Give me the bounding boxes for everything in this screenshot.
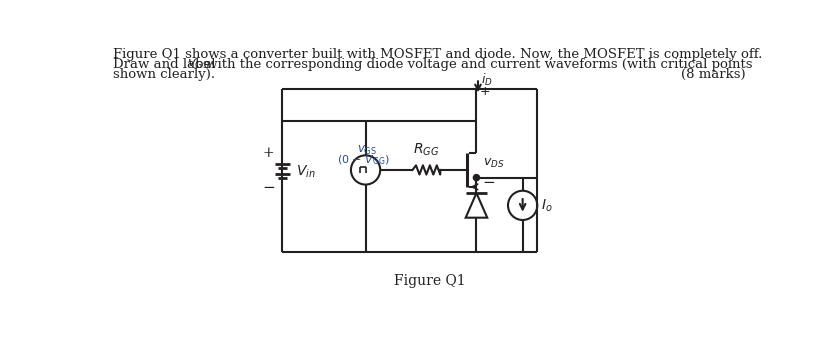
Text: Draw and label: Draw and label	[113, 58, 220, 71]
Text: $(0$ $-$ $V_{\mathrm{GG}})$: $(0$ $-$ $V_{\mathrm{GG}})$	[338, 153, 391, 167]
Text: $R_{GG}$: $R_{GG}$	[413, 141, 439, 158]
Text: (8 marks): (8 marks)	[681, 68, 746, 81]
Text: $\mathit{v}_{\mathrm{GS}}$: $\mathit{v}_{\mathrm{GS}}$	[187, 58, 210, 71]
Text: shown clearly).: shown clearly).	[113, 68, 215, 81]
Text: +: +	[479, 85, 490, 98]
Text: +: +	[263, 146, 274, 160]
Text: $V_{in}$: $V_{in}$	[297, 164, 316, 180]
Text: −: −	[262, 181, 275, 196]
Text: Figure Q1 shows a converter built with MOSFET and diode. Now, the MOSFET is comp: Figure Q1 shows a converter built with M…	[113, 48, 763, 61]
Text: −: −	[483, 175, 495, 190]
Text: with the corresponding diode voltage and current waveforms (with critical points: with the corresponding diode voltage and…	[202, 58, 753, 71]
Circle shape	[473, 174, 479, 181]
Text: Figure Q1: Figure Q1	[394, 274, 465, 288]
Text: $v_{\mathrm{GS}}$: $v_{\mathrm{GS}}$	[357, 144, 377, 157]
Text: $i_D$: $i_D$	[481, 72, 493, 88]
Text: $v_{DS}$: $v_{DS}$	[483, 157, 504, 170]
Text: $I_o$: $I_o$	[541, 197, 553, 213]
